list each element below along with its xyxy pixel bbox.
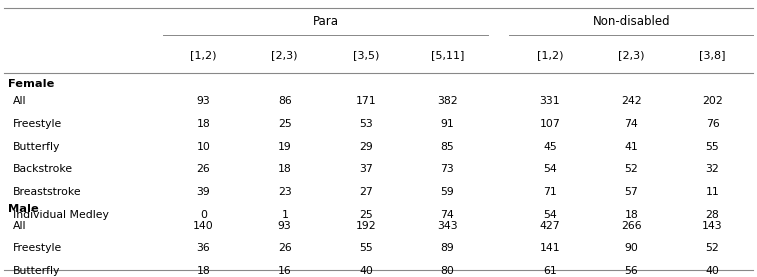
- Text: 18: 18: [278, 164, 291, 174]
- Text: 89: 89: [441, 243, 454, 253]
- Text: Butterfly: Butterfly: [13, 266, 61, 276]
- Text: 26: 26: [278, 243, 291, 253]
- Text: 28: 28: [706, 210, 719, 220]
- Text: All: All: [13, 96, 26, 106]
- Text: [1,2): [1,2): [537, 50, 563, 60]
- Text: [1,2): [1,2): [190, 50, 217, 60]
- Text: 36: 36: [197, 243, 210, 253]
- Text: 331: 331: [540, 96, 560, 106]
- Text: 52: 52: [706, 243, 719, 253]
- Text: [2,3): [2,3): [272, 50, 298, 60]
- Text: 80: 80: [441, 266, 454, 276]
- Text: 25: 25: [278, 119, 291, 129]
- Text: 141: 141: [540, 243, 560, 253]
- Text: 427: 427: [540, 221, 560, 231]
- Text: 55: 55: [359, 243, 373, 253]
- Text: Male: Male: [8, 204, 39, 214]
- Text: 86: 86: [278, 96, 291, 106]
- Text: 54: 54: [543, 164, 557, 174]
- Text: 143: 143: [702, 221, 723, 231]
- Text: 73: 73: [441, 164, 454, 174]
- Text: 37: 37: [359, 164, 373, 174]
- Text: 25: 25: [359, 210, 373, 220]
- Text: 18: 18: [197, 119, 210, 129]
- Text: [2,3): [2,3): [618, 50, 644, 60]
- Text: 40: 40: [706, 266, 719, 276]
- Text: Freestyle: Freestyle: [13, 243, 62, 253]
- Text: 71: 71: [543, 187, 557, 197]
- Text: Breaststroke: Breaststroke: [13, 187, 82, 197]
- Text: 18: 18: [197, 266, 210, 276]
- Text: 56: 56: [625, 266, 638, 276]
- Text: 53: 53: [359, 119, 373, 129]
- Text: 343: 343: [437, 221, 458, 231]
- Text: All: All: [13, 221, 26, 231]
- Text: Para: Para: [313, 15, 338, 28]
- Text: 39: 39: [197, 187, 210, 197]
- Text: Butterfly: Butterfly: [13, 142, 61, 152]
- Text: 45: 45: [543, 142, 557, 152]
- Text: 74: 74: [625, 119, 638, 129]
- Text: 85: 85: [441, 142, 454, 152]
- Text: 11: 11: [706, 187, 719, 197]
- Text: 26: 26: [197, 164, 210, 174]
- Text: Freestyle: Freestyle: [13, 119, 62, 129]
- Text: 93: 93: [197, 96, 210, 106]
- Text: 266: 266: [621, 221, 641, 231]
- Text: 171: 171: [356, 96, 376, 106]
- Text: [3,5): [3,5): [353, 50, 379, 60]
- Text: 16: 16: [278, 266, 291, 276]
- Text: 140: 140: [193, 221, 213, 231]
- Text: 91: 91: [441, 119, 454, 129]
- Text: Individual Medley: Individual Medley: [13, 210, 109, 220]
- Text: 29: 29: [359, 142, 373, 152]
- Text: 242: 242: [621, 96, 641, 106]
- Text: 18: 18: [625, 210, 638, 220]
- Text: Female: Female: [8, 79, 54, 89]
- Text: 32: 32: [706, 164, 719, 174]
- Text: 76: 76: [706, 119, 719, 129]
- Text: 1: 1: [282, 210, 288, 220]
- Text: 107: 107: [540, 119, 560, 129]
- Text: [3,8]: [3,8]: [699, 50, 726, 60]
- Text: 202: 202: [702, 96, 723, 106]
- Text: [5,11]: [5,11]: [431, 50, 464, 60]
- Text: 90: 90: [625, 243, 638, 253]
- Text: 55: 55: [706, 142, 719, 152]
- Text: 27: 27: [359, 187, 373, 197]
- Text: 382: 382: [437, 96, 458, 106]
- Text: 74: 74: [441, 210, 454, 220]
- Text: 0: 0: [200, 210, 207, 220]
- Text: Non-disabled: Non-disabled: [593, 15, 670, 28]
- Text: 10: 10: [197, 142, 210, 152]
- Text: 59: 59: [441, 187, 454, 197]
- Text: 41: 41: [625, 142, 638, 152]
- Text: 52: 52: [625, 164, 638, 174]
- Text: 54: 54: [543, 210, 557, 220]
- Text: 61: 61: [543, 266, 557, 276]
- Text: 57: 57: [625, 187, 638, 197]
- Text: Backstroke: Backstroke: [13, 164, 73, 174]
- Text: 93: 93: [278, 221, 291, 231]
- Text: 19: 19: [278, 142, 291, 152]
- Text: 192: 192: [356, 221, 376, 231]
- Text: 23: 23: [278, 187, 291, 197]
- Text: 40: 40: [359, 266, 373, 276]
